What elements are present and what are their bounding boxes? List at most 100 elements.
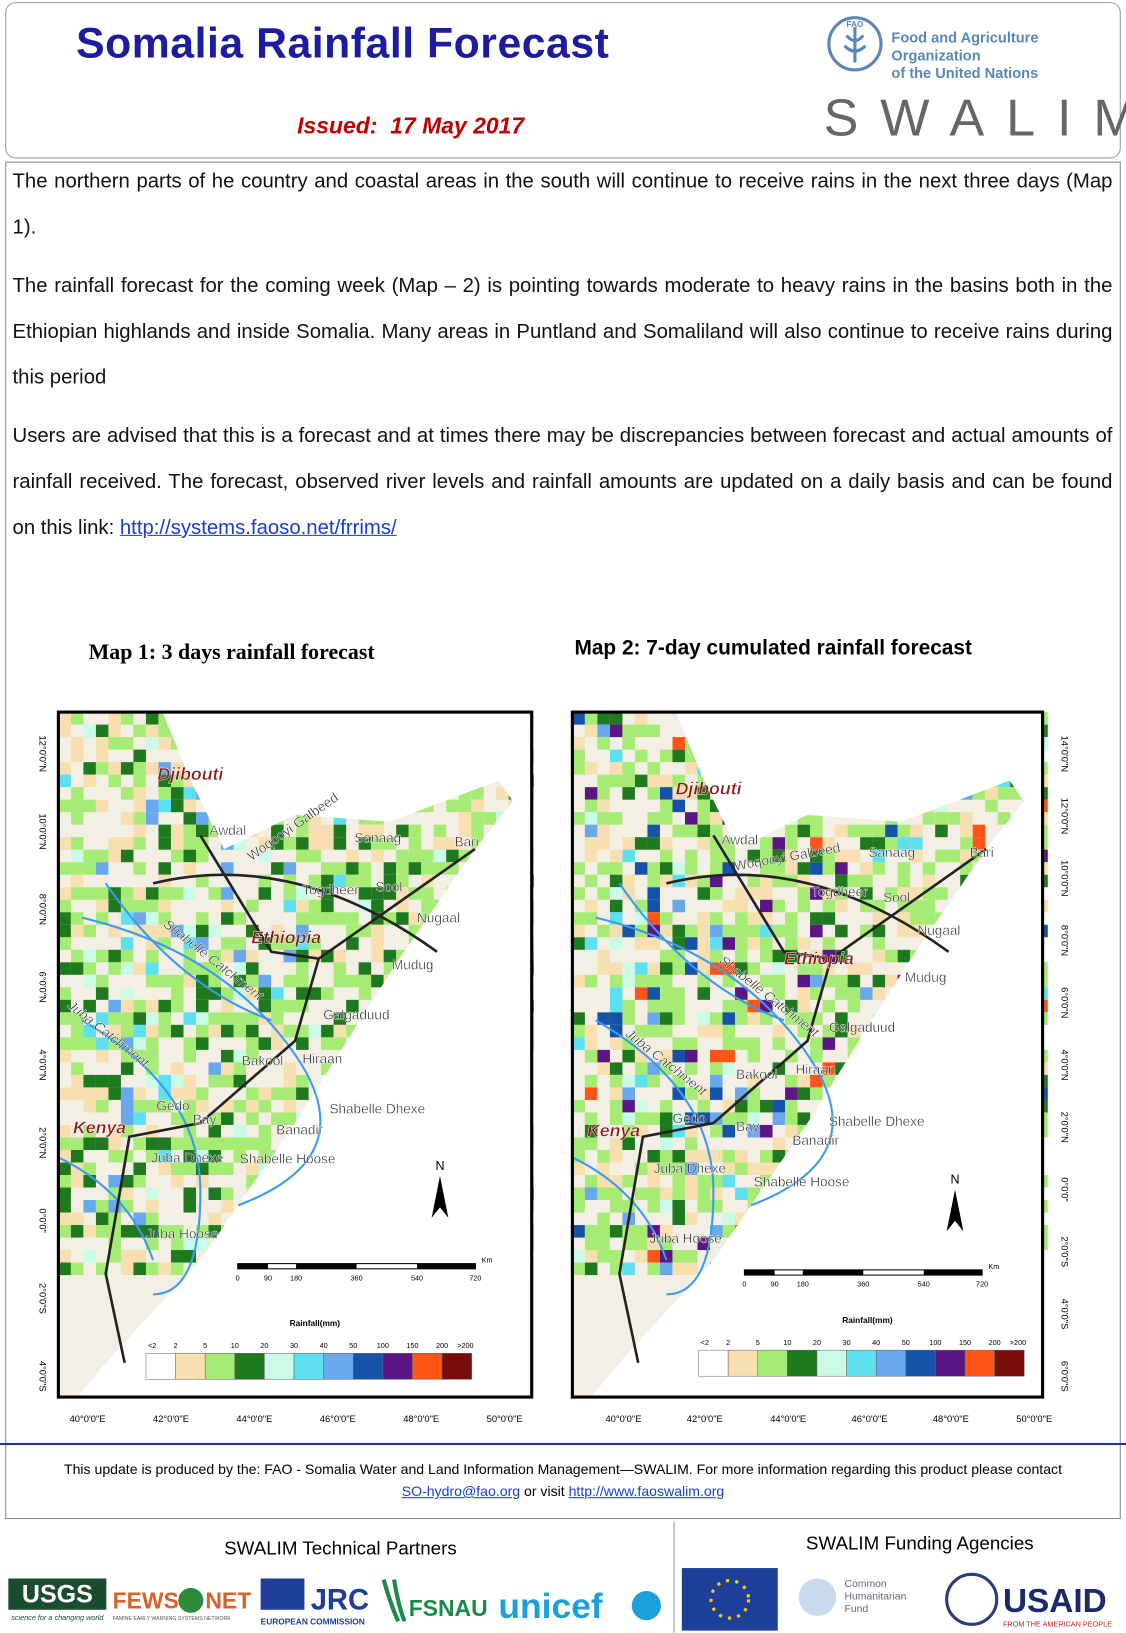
rain-pixel [785, 937, 798, 950]
rain-pixel [584, 937, 598, 950]
rain-pixel [158, 837, 171, 850]
rain-pixel [735, 937, 748, 950]
rain-pixel [170, 1262, 184, 1276]
rain-pixel [120, 1187, 134, 1201]
rain-pixel [471, 812, 484, 825]
rain-pixel [158, 924, 171, 938]
rain-pixel [735, 887, 748, 900]
rain-pixel [183, 1187, 197, 1201]
rain-pixel [371, 949, 384, 963]
rain-pixel [95, 1137, 109, 1150]
rain-pixel [797, 1112, 811, 1125]
rain-pixel [697, 949, 711, 963]
rain-pixel [584, 762, 598, 775]
rain-pixel [183, 1099, 197, 1113]
eu-flag [681, 1568, 778, 1631]
legend-label: 2 [174, 1341, 178, 1350]
rain-pixel [710, 1024, 723, 1038]
rain-pixel [70, 962, 84, 975]
rain-pixel [960, 812, 973, 825]
rain-pixel [622, 774, 635, 788]
rain-pixel [183, 799, 197, 813]
river [81, 916, 322, 1207]
rain-pixel [785, 849, 798, 863]
legend-swatch [412, 1353, 443, 1380]
rain-pixel [922, 912, 936, 925]
rain-pixel [697, 1024, 711, 1038]
paragraph: The northern parts of he country and coa… [12, 169, 1113, 239]
rain-pixel [183, 974, 197, 988]
rain-pixel [684, 924, 698, 938]
rain-pixel [145, 899, 159, 913]
rain-pixel [659, 1049, 673, 1063]
rain-pixel [872, 849, 886, 863]
rain-pixel [710, 924, 723, 938]
rain-pixel [408, 824, 422, 838]
rain-pixel [572, 1200, 585, 1213]
rain-pixel [972, 824, 986, 838]
rain-pixel [145, 1099, 159, 1113]
rain-pixel [710, 812, 723, 825]
legend-swatch [905, 1349, 936, 1377]
rain-pixel [408, 862, 422, 875]
rain-pixel [133, 999, 146, 1013]
rain-pixel [221, 899, 234, 913]
rain-pixel [710, 1062, 723, 1075]
rain-pixel [58, 1162, 71, 1175]
rain-pixel [597, 1237, 610, 1251]
rain-pixel [684, 1250, 698, 1263]
rain-pixel [170, 974, 184, 988]
rain-pixel [70, 1149, 84, 1163]
rain-pixel [170, 1225, 184, 1238]
rain-pixel [609, 1149, 623, 1163]
rain-pixel [133, 1250, 146, 1263]
rain-pixel [659, 1162, 673, 1175]
rain-pixel [158, 1137, 171, 1150]
rain-pixel [747, 1112, 761, 1125]
legend-swatch [875, 1349, 907, 1377]
rain-pixel [609, 1037, 623, 1050]
rain-pixel [584, 1174, 598, 1188]
rain-pixel [95, 849, 109, 863]
email-link[interactable]: SO-hydro@fao.org [401, 1483, 521, 1500]
rain-pixel [659, 949, 673, 963]
rain-pixel [271, 937, 284, 950]
rain-pixel [672, 1049, 685, 1063]
rain-pixel [684, 1049, 698, 1063]
rain-pixel [735, 899, 748, 913]
rain-pixel [158, 787, 171, 800]
rain-pixel [58, 762, 71, 775]
usaid-seal [945, 1572, 999, 1626]
rain-pixel [684, 1062, 698, 1075]
rain-pixel [358, 987, 372, 1000]
rain-pixel [95, 749, 109, 763]
rain-pixel [83, 849, 96, 863]
rain-pixel [872, 824, 886, 838]
paragraph: Users are advised that this is a forecas… [13, 413, 1113, 551]
rain-pixel [785, 824, 798, 838]
rain-pixel [258, 837, 272, 850]
rain-pixel [760, 849, 773, 863]
rain-pixel [622, 849, 635, 863]
rain-pixel [872, 974, 886, 988]
rain-pixel [371, 974, 384, 988]
rain-pixel [672, 962, 685, 975]
region-label: Kenya [73, 1117, 126, 1137]
rain-pixel [609, 1137, 623, 1150]
legend-swatch [175, 1353, 206, 1380]
rain-pixel [133, 887, 146, 900]
rain-pixel [785, 999, 798, 1013]
rain-pixel [145, 912, 159, 925]
rain-pixel [108, 1149, 121, 1163]
rain-pixel [684, 849, 698, 863]
rain-pixel [684, 1174, 698, 1188]
url-link[interactable]: http://www.faoswalim.org [568, 1483, 725, 1500]
link[interactable]: http://systems.faoso.net/frrims/ [119, 516, 397, 540]
rain-pixel [572, 1225, 585, 1238]
rain-pixel [346, 937, 359, 950]
rain-pixel [183, 1037, 197, 1050]
rain-pixel [283, 1074, 297, 1088]
rain-pixel [158, 1262, 171, 1276]
rain-pixel [572, 937, 585, 950]
